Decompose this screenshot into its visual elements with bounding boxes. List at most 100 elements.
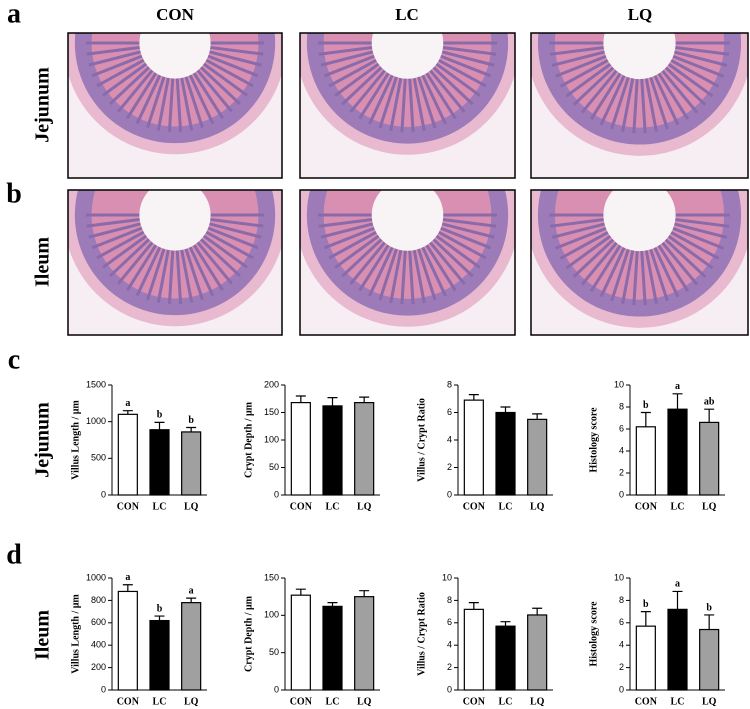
villus <box>551 49 608 67</box>
panel-label: a <box>7 0 21 29</box>
error-bar <box>468 394 479 401</box>
y-tick-label: 0 <box>447 489 452 499</box>
villus <box>433 233 481 269</box>
villus <box>610 246 631 302</box>
villus <box>378 74 399 129</box>
image-frame <box>530 189 749 336</box>
villus <box>117 67 155 113</box>
error-bar <box>359 396 370 403</box>
y-tick-label: 800 <box>91 595 106 605</box>
significance-letter: b <box>157 603 163 614</box>
villus <box>549 45 607 56</box>
y-tick-label: 1000 <box>86 416 106 426</box>
bar <box>322 605 343 691</box>
villus <box>135 72 163 125</box>
significance-letter: b <box>188 415 194 426</box>
villus <box>416 246 437 301</box>
y-tick-label: 150 <box>264 407 279 417</box>
y-tick-label: 6 <box>447 617 452 627</box>
villus <box>559 229 611 260</box>
error-bar <box>154 615 165 621</box>
x-tick-label: CON <box>463 501 486 512</box>
villus <box>88 49 144 67</box>
villus <box>389 247 403 304</box>
villus <box>668 229 720 260</box>
error-bar <box>500 406 511 413</box>
villus <box>610 74 631 130</box>
villus <box>318 217 375 228</box>
x-tick-label: LQ <box>702 696 717 707</box>
villus <box>358 242 391 292</box>
x-tick-label: LQ <box>357 501 372 512</box>
villus <box>632 76 639 134</box>
bar <box>527 418 548 496</box>
villus <box>198 64 241 106</box>
x-tick-label: CON <box>290 501 313 512</box>
y-tick-label: 0 <box>101 684 106 694</box>
histology-image <box>68 33 282 178</box>
villus <box>323 225 377 250</box>
villus <box>109 64 152 106</box>
villus <box>572 65 616 106</box>
villus <box>323 53 377 78</box>
villus <box>640 248 647 306</box>
villus <box>420 244 447 297</box>
x-tick-label: LC <box>326 501 340 512</box>
row-label: Ileum <box>32 610 54 660</box>
bar <box>117 413 138 496</box>
y-tick-label: 50 <box>269 647 279 657</box>
error-bar <box>532 607 543 615</box>
bar <box>290 402 311 496</box>
villus <box>109 236 152 278</box>
bar <box>290 594 311 691</box>
villus <box>656 70 690 121</box>
villus <box>206 221 262 239</box>
villus <box>640 76 647 134</box>
y-tick-label: 4 <box>619 445 624 455</box>
y-axis-label: Villus / Crypt Ratio <box>416 592 427 676</box>
error-bar <box>186 597 197 603</box>
villus <box>427 239 466 285</box>
lumen <box>371 190 444 251</box>
histology-image <box>300 190 515 335</box>
villus <box>663 237 707 278</box>
villus <box>440 45 497 56</box>
y-tick-label: 150 <box>264 572 279 582</box>
y-tick-label: 0 <box>619 489 624 499</box>
villus <box>559 57 611 88</box>
bar <box>699 628 720 691</box>
villus <box>621 247 635 304</box>
bar <box>322 405 343 496</box>
y-axis-label: Villus Length / μm <box>70 400 81 480</box>
villus <box>102 233 149 269</box>
lumen <box>603 190 676 252</box>
y-tick-label: 4 <box>447 640 452 650</box>
bar <box>635 426 656 496</box>
y-tick-label: 200 <box>264 379 279 389</box>
y-tick-label: 0 <box>274 684 279 694</box>
villus <box>195 67 233 113</box>
villus <box>207 217 264 228</box>
villus <box>430 236 474 278</box>
villus <box>205 53 259 78</box>
x-tick-label: LQ <box>184 501 199 512</box>
error-bar <box>500 621 511 627</box>
error-bar <box>327 602 338 607</box>
villus <box>126 242 159 291</box>
villus <box>671 221 728 239</box>
error-bar <box>154 421 165 430</box>
panel-label: b <box>6 178 22 209</box>
villus <box>102 61 149 97</box>
villus <box>146 246 167 301</box>
lumen <box>139 33 211 79</box>
villus <box>400 248 407 305</box>
villus <box>666 233 714 270</box>
bar <box>354 402 375 496</box>
villus <box>191 70 224 119</box>
villus <box>349 239 388 285</box>
column-header: LQ <box>628 5 653 24</box>
villus <box>341 236 385 278</box>
villus <box>179 75 194 131</box>
x-tick-label: CON <box>635 501 658 512</box>
